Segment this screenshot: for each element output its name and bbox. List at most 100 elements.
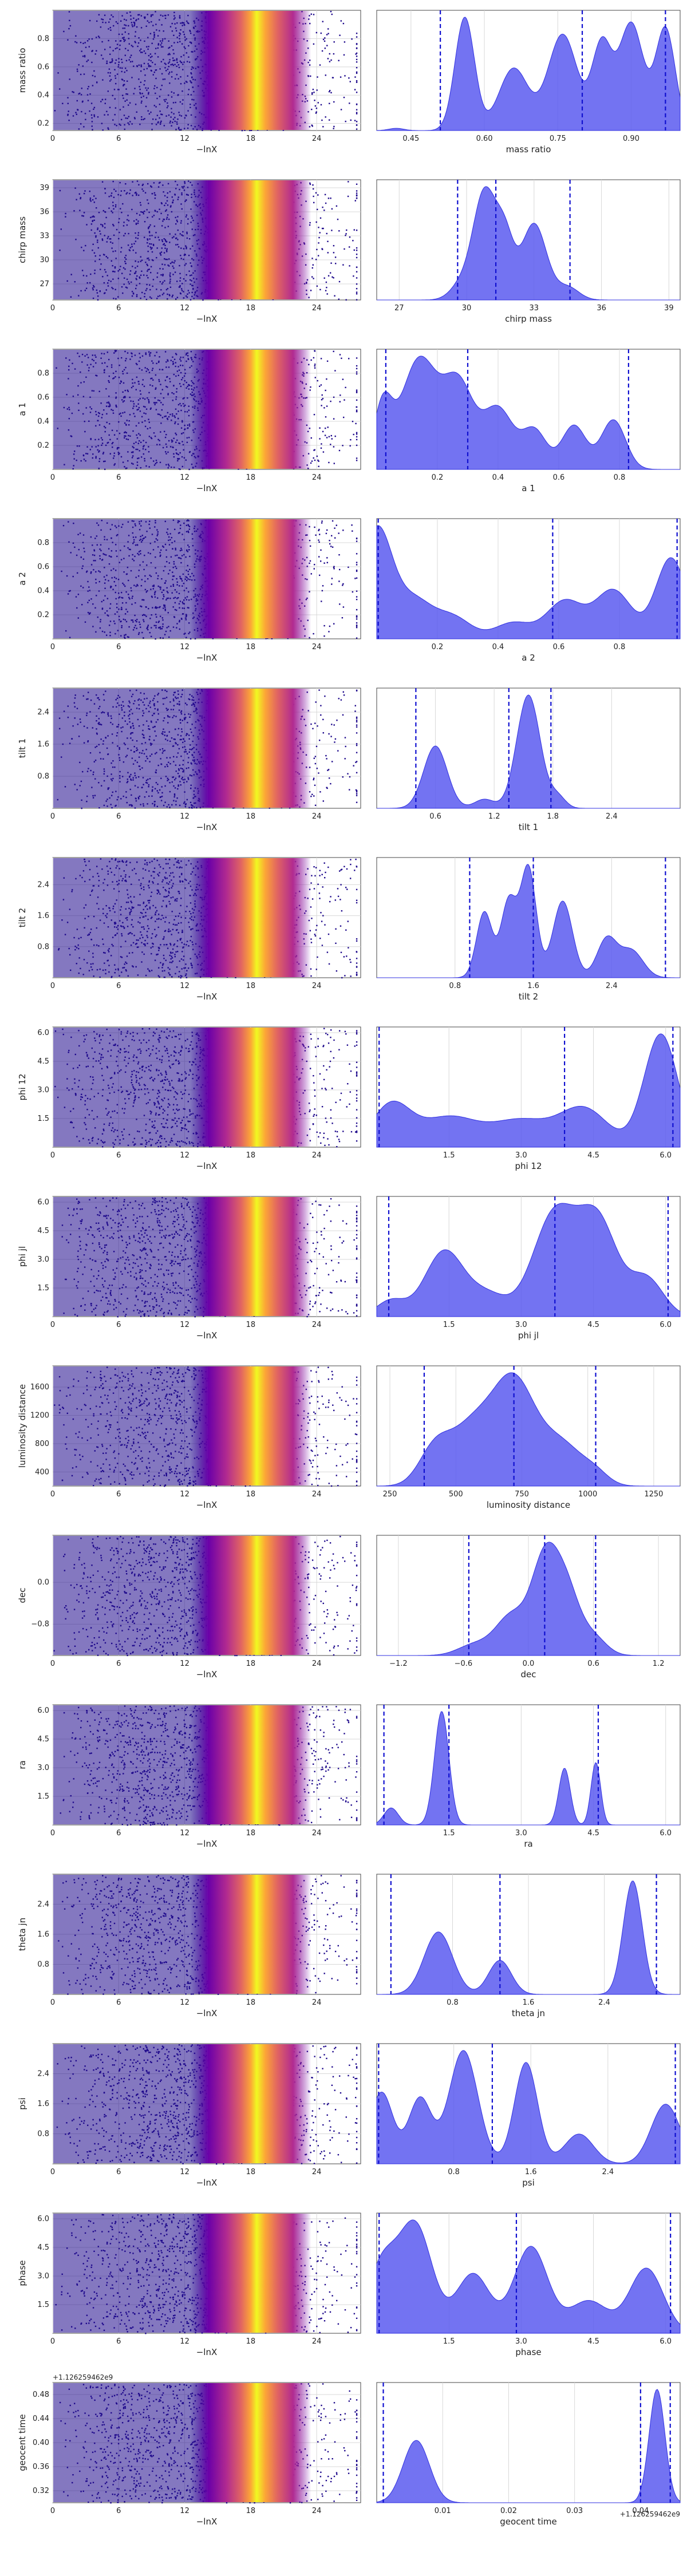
scatter-point [346, 299, 347, 301]
scatter-point [339, 35, 340, 36]
scatter-point [344, 54, 345, 56]
scatter-point [313, 202, 314, 203]
scatter-point [313, 14, 314, 15]
y-tick-label: 0.8 [37, 369, 49, 378]
scatter-point [355, 423, 356, 424]
scatter-point [356, 411, 357, 412]
x-tick-label: 0.45 [402, 135, 419, 143]
y-tick-label: 36 [40, 208, 49, 216]
scatter-point [342, 379, 344, 380]
scatter-point [320, 218, 321, 219]
scatter-point [327, 562, 328, 563]
scatter-point [334, 463, 335, 464]
scatter-point [331, 230, 332, 231]
scatter-point [333, 77, 334, 78]
scatter-point [318, 556, 319, 557]
scatter-point [323, 625, 325, 626]
scatter-point [356, 299, 357, 301]
scatter-point [331, 276, 333, 278]
scatter-point [334, 528, 335, 529]
scatter-point [356, 391, 357, 392]
scatter-point [321, 443, 322, 444]
scatter-point [318, 237, 319, 238]
x-axis-label: a 1 [522, 483, 535, 493]
scatter-point [319, 534, 320, 535]
scatter-point [356, 247, 357, 248]
kde-panel-2: 0.2 0.4 0.6 0.8a 1 [377, 349, 680, 493]
x-tick-label: 33 [530, 304, 539, 313]
scatter-point [325, 116, 326, 117]
scatter-point [316, 108, 317, 109]
scatter-panel-1: 0 6 12 18 242730333639−lnXchirp mass [17, 180, 361, 324]
scatter-point [318, 461, 319, 462]
x-tick-label: 0.90 [623, 135, 639, 143]
scatter-point [356, 432, 357, 433]
scatter-point [314, 449, 315, 451]
scatter-point [319, 289, 321, 290]
scatter-point [336, 206, 337, 207]
scatter-point [356, 73, 357, 74]
scatter-point [356, 197, 357, 199]
scatter-point [356, 368, 357, 369]
scatter-point [348, 358, 349, 359]
scatter-point [321, 358, 322, 359]
scatter-point [319, 232, 321, 233]
scatter-point [322, 431, 323, 432]
scatter-point [356, 44, 357, 45]
scatter-point [322, 398, 323, 399]
y-axis-label: mass ratio [17, 48, 27, 93]
scatter-point [313, 188, 314, 189]
scatter-point [352, 591, 353, 592]
scatter-point [313, 92, 314, 93]
scatter-point [314, 350, 315, 351]
scatter-point [327, 28, 329, 29]
scatter-point [329, 540, 330, 541]
scatter-panel-0: 0 6 12 18 240.20.40.60.8−lnXmass ratio [17, 10, 361, 155]
scatter-point [327, 33, 329, 34]
scatter-point [356, 184, 357, 185]
scatter-point [339, 450, 340, 451]
scatter-point [321, 384, 322, 385]
scatter-point [311, 258, 313, 259]
y-tick-label: 0.8 [37, 34, 49, 43]
likelihood-band [190, 11, 311, 130]
scatter-point [356, 406, 357, 408]
x-tick-label: 39 [664, 304, 674, 313]
scatter-point [97, 299, 98, 301]
scatter-point [356, 80, 357, 81]
scatter-point [326, 45, 327, 46]
scatter-point [339, 394, 341, 396]
scatter-point [323, 451, 324, 452]
x-tick-label: 36 [597, 304, 606, 313]
scatter-point [322, 228, 323, 229]
scatter-point [334, 41, 335, 42]
scatter-point [356, 195, 357, 196]
scatter-panel-2: 0 6 12 18 240.20.40.60.8−lnXa 1 [17, 349, 361, 493]
scatter-point [318, 242, 319, 243]
scatter-point [319, 64, 321, 65]
scatter-point [331, 435, 332, 436]
scatter-point [322, 207, 323, 208]
y-axis-label: chirp mass [17, 216, 27, 263]
scatter-point [356, 92, 357, 93]
scatter-point [322, 126, 323, 127]
scatter-point [325, 416, 326, 417]
x-tick-label: 0 [50, 473, 55, 482]
scatter-point [249, 130, 250, 131]
x-tick-label: 12 [180, 304, 189, 313]
scatter-point [323, 39, 324, 40]
y-tick-label: 0.6 [37, 393, 49, 402]
scatter-point [344, 41, 345, 42]
dense-region [53, 350, 207, 469]
x-axis-label: chirp mass [505, 314, 552, 324]
scatter-point [345, 121, 346, 122]
x-axis-label: mass ratio [506, 144, 551, 155]
scatter-point [345, 235, 346, 236]
scatter-point [313, 357, 314, 358]
x-tick-label: 6 [116, 304, 121, 313]
scatter-point [354, 120, 356, 121]
scatter-point [311, 93, 313, 94]
scatter-point [356, 36, 357, 37]
scatter-point [333, 277, 334, 278]
